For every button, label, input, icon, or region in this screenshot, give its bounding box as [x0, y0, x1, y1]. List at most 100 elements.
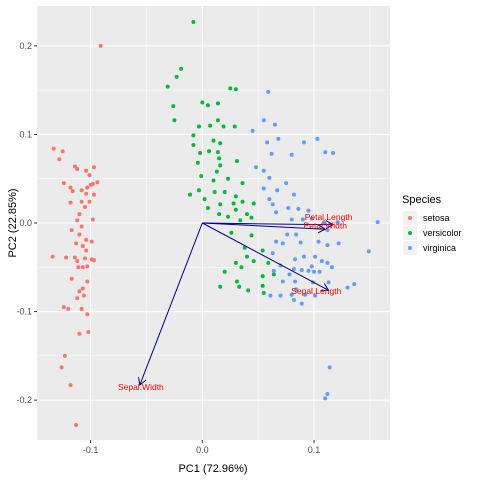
point-versicolor	[214, 169, 219, 174]
point-versicolor	[240, 199, 245, 204]
vector-label-Sepal.Width: Sepal.Width	[118, 382, 164, 392]
point-setosa	[84, 237, 89, 242]
point-virginica	[306, 268, 311, 273]
point-versicolor	[226, 214, 231, 219]
point-setosa	[79, 199, 84, 204]
point-virginica	[267, 197, 272, 202]
point-versicolor	[260, 283, 265, 288]
point-virginica	[298, 240, 303, 245]
point-versicolor	[196, 188, 201, 193]
point-setosa	[84, 168, 89, 173]
point-setosa	[79, 306, 84, 311]
x-axis: -0.1 0.0 0.1	[83, 440, 320, 455]
point-versicolor	[221, 124, 226, 129]
point-versicolor	[198, 151, 203, 156]
point-versicolor	[212, 190, 217, 194]
point-versicolor	[218, 141, 223, 146]
point-versicolor	[171, 104, 176, 109]
point-versicolor	[234, 159, 239, 163]
arrowhead-Petal.Length	[325, 220, 335, 230]
point-versicolor	[179, 66, 184, 71]
point-versicolor	[208, 123, 213, 128]
point-versicolor	[200, 100, 205, 105]
point-virginica	[274, 210, 279, 215]
point-virginica	[319, 259, 324, 264]
x-tick-label: -0.1	[83, 445, 99, 455]
point-setosa	[66, 306, 71, 311]
point-setosa	[98, 43, 103, 48]
point-setosa	[85, 279, 90, 284]
point-setosa	[51, 146, 56, 151]
point-versicolor	[165, 84, 170, 89]
point-versicolor	[228, 86, 233, 91]
point-setosa	[64, 255, 69, 260]
point-virginica	[345, 285, 350, 290]
point-virginica	[323, 396, 328, 401]
point-setosa	[79, 224, 84, 229]
vector-Sepal.Width	[139, 222, 203, 386]
point-virginica	[261, 168, 266, 173]
point-setosa	[74, 241, 79, 246]
point-versicolor	[234, 279, 239, 284]
point-versicolor	[260, 274, 265, 279]
point-versicolor	[232, 124, 237, 129]
point-virginica	[267, 175, 272, 180]
point-setosa	[84, 248, 89, 253]
point-setosa	[89, 239, 94, 244]
point-setosa	[80, 265, 85, 270]
point-setosa	[95, 180, 100, 185]
point-setosa	[85, 312, 90, 317]
point-virginica	[274, 239, 279, 244]
point-setosa	[91, 165, 96, 170]
point-virginica	[299, 267, 304, 272]
point-setosa	[85, 264, 90, 269]
point-versicolor	[233, 87, 238, 92]
point-versicolor	[222, 190, 227, 194]
y-tick-label: -0.1	[16, 307, 32, 317]
point-setosa	[68, 383, 73, 388]
point-virginica	[326, 280, 331, 285]
vector-Petal.Width	[202, 222, 326, 230]
point-setosa	[50, 254, 55, 259]
point-virginica	[265, 140, 270, 145]
point-virginica	[271, 268, 276, 273]
point-versicolor	[215, 150, 220, 155]
point-versicolor	[251, 259, 256, 264]
major-gridlines	[37, 6, 390, 440]
point-setosa	[90, 182, 95, 187]
point-setosa	[70, 189, 75, 194]
point-setosa	[91, 258, 96, 263]
point-setosa	[79, 188, 84, 193]
x-tick-label: 0.0	[196, 445, 209, 455]
point-versicolor	[245, 212, 250, 217]
point-versicolor	[231, 201, 236, 206]
point-virginica	[317, 269, 322, 274]
point-setosa	[61, 305, 66, 310]
x-tick-label: 0.1	[308, 445, 321, 455]
point-virginica	[289, 292, 294, 297]
point-virginica	[270, 251, 275, 256]
point-setosa	[74, 422, 79, 427]
point-virginica	[301, 140, 306, 145]
point-virginica	[336, 241, 341, 246]
data-points	[50, 19, 380, 427]
point-versicolor	[191, 19, 196, 24]
point-virginica	[322, 220, 327, 225]
point-setosa	[69, 228, 74, 233]
point-versicolor	[215, 101, 220, 106]
point-virginica	[352, 282, 357, 287]
point-versicolor	[191, 133, 196, 138]
legend-label-versicolor: versicolor	[423, 228, 462, 238]
point-setosa	[60, 149, 65, 154]
point-versicolor	[233, 194, 238, 199]
point-virginica	[285, 232, 290, 237]
point-virginica	[294, 232, 299, 237]
point-virginica	[375, 220, 380, 225]
point-virginica	[313, 254, 318, 259]
point-virginica	[331, 151, 336, 156]
point-virginica	[300, 217, 305, 222]
point-virginica	[291, 192, 296, 197]
point-virginica	[325, 391, 330, 396]
arrowhead-Sepal.Width	[138, 377, 147, 387]
